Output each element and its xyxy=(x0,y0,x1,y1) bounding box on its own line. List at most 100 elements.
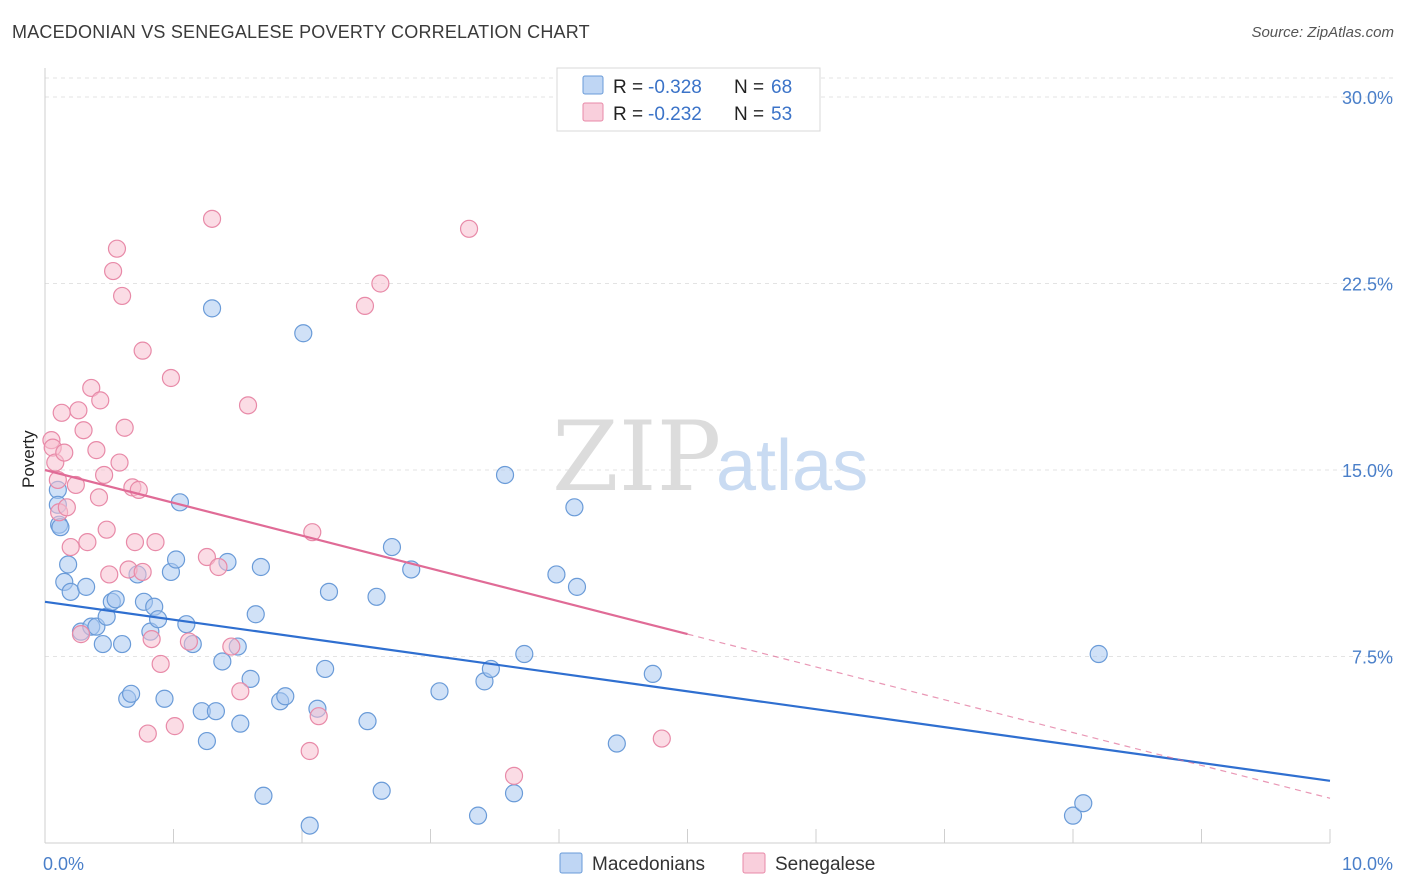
macedonian-point-4 xyxy=(59,555,78,574)
senegalese-point-50 xyxy=(459,219,479,238)
macedonian-point-46 xyxy=(319,582,339,601)
macedonian-point-14 xyxy=(112,634,132,654)
legend-r-label-2: R = xyxy=(613,104,643,125)
senegalese-point-31 xyxy=(133,341,152,360)
macedonian-point-22 xyxy=(155,689,174,708)
macedonian-point-47 xyxy=(358,712,377,731)
macedonian-point-42 xyxy=(294,324,313,343)
senegalese-point-23 xyxy=(110,453,129,472)
senegalese-point-10 xyxy=(69,401,88,420)
x-tick-label-max: 10.0% xyxy=(1342,854,1393,874)
macedonian-point-45 xyxy=(316,659,335,679)
senegalese-point-11 xyxy=(71,625,91,644)
macedonian-point-49 xyxy=(372,781,391,800)
senegalese-trend-extension xyxy=(687,633,1331,799)
macedonian-point-62 xyxy=(607,734,626,753)
senegalese-point-33 xyxy=(142,629,161,649)
legend-r-value-2: -0.232 xyxy=(648,104,702,125)
macedonian-point-48 xyxy=(367,587,386,606)
macedonian-point-7 xyxy=(77,577,96,596)
watermark: ZIP atlas xyxy=(552,401,868,513)
legend-box: R = -0.328 N = 68 R = -0.232 N = 53 xyxy=(556,67,821,132)
senegalese-point-6 xyxy=(55,443,74,462)
senegalese-point-14 xyxy=(82,378,101,398)
senegalese-point-44 xyxy=(238,396,258,415)
senegalese-points xyxy=(42,209,671,785)
senegalese-point-20 xyxy=(100,565,119,584)
macedonian-point-63 xyxy=(643,664,662,684)
bottom-legend-swatch-macedonians xyxy=(559,852,583,874)
legend-r-value-1: -0.328 xyxy=(648,77,702,98)
senegalese-point-12 xyxy=(74,421,93,440)
senegalese-point-17 xyxy=(91,391,110,410)
senegalese-point-15 xyxy=(87,441,106,460)
legend-n-label-1: N = xyxy=(734,77,764,98)
senegalese-point-36 xyxy=(161,368,181,388)
senegalese-point-37 xyxy=(165,717,184,736)
macedonian-point-10 xyxy=(93,634,112,654)
senegalese-point-41 xyxy=(209,557,228,577)
senegalese-point-43 xyxy=(231,682,250,701)
y-axis-label: Poverty xyxy=(19,430,38,488)
watermark-zip: ZIP xyxy=(552,401,721,513)
macedonian-point-26 xyxy=(177,615,196,634)
macedonian-point-43 xyxy=(300,816,319,835)
senegalese-point-5 xyxy=(52,403,71,422)
senegalese-point-9 xyxy=(66,475,85,495)
macedonian-point-57 xyxy=(504,784,524,803)
legend-n-value-1: 68 xyxy=(771,77,792,98)
senegalese-point-28 xyxy=(125,533,145,552)
senegalese-point-21 xyxy=(104,261,123,281)
legend-swatch-macedonians xyxy=(582,75,604,95)
macedonian-point-53 xyxy=(468,806,488,825)
senegalese-point-49 xyxy=(371,274,390,293)
senegalese-point-34 xyxy=(146,533,165,552)
y-tick-label-3: 30.0% xyxy=(1342,88,1393,108)
bottom-legend: Macedonians Senegalese xyxy=(559,852,875,875)
bottom-legend-senegalese: Senegalese xyxy=(775,854,875,875)
macedonian-point-52 xyxy=(430,682,449,701)
bottom-legend-macedonians: Macedonians xyxy=(592,854,705,875)
senegalese-point-51 xyxy=(504,766,524,785)
legend-swatch-senegalese xyxy=(582,102,604,122)
senegalese-point-35 xyxy=(151,654,170,674)
bottom-legend-swatch-senegalese xyxy=(742,852,766,874)
senegalese-point-32 xyxy=(138,724,157,743)
macedonian-point-35 xyxy=(231,714,250,733)
macedonian-point-32 xyxy=(213,652,232,671)
senegalese-point-19 xyxy=(97,520,116,539)
senegalese-point-22 xyxy=(107,239,127,258)
macedonian-point-5 xyxy=(61,582,80,601)
senegalese-point-16 xyxy=(89,488,109,507)
macedonian-points xyxy=(48,299,1108,835)
macedonian-point-37 xyxy=(246,605,265,624)
senegalese-point-13 xyxy=(78,533,97,552)
x-tick-labels: 0.0% 10.0% xyxy=(43,854,1393,874)
macedonian-point-56 xyxy=(495,465,515,485)
macedonian-point-41 xyxy=(276,687,295,706)
watermark-atlas: atlas xyxy=(716,426,868,506)
source-label: Source: ZipAtlas.com xyxy=(1251,24,1394,41)
senegalese-point-48 xyxy=(355,296,375,315)
macedonian-point-16 xyxy=(121,684,141,703)
senegalese-point-30 xyxy=(133,562,152,582)
senegalese-point-42 xyxy=(222,637,241,656)
y-tick-labels: 7.5% 15.0% 22.5% 30.0% xyxy=(1342,88,1393,668)
macedonian-point-50 xyxy=(382,537,402,557)
senegalese-point-45 xyxy=(300,741,319,761)
senegalese-point-7 xyxy=(57,498,76,517)
macedonian-point-66 xyxy=(1089,644,1108,664)
legend-n-value-2: 53 xyxy=(771,104,792,125)
trend-lines xyxy=(44,468,1331,799)
legend-n-label-2: N = xyxy=(734,104,764,125)
macedonian-point-60 xyxy=(565,498,584,517)
macedonian-point-24 xyxy=(166,550,186,569)
macedonian-point-13 xyxy=(106,590,125,609)
y-tick-label-0: 7.5% xyxy=(1352,648,1393,668)
x-tick-label-min: 0.0% xyxy=(43,854,84,874)
macedonian-point-29 xyxy=(197,731,217,751)
senegalese-point-47 xyxy=(309,707,328,726)
senegalese-point-8 xyxy=(61,537,80,557)
chart-title: MACEDONIAN VS SENEGALESE POVERTY CORRELA… xyxy=(12,22,590,42)
